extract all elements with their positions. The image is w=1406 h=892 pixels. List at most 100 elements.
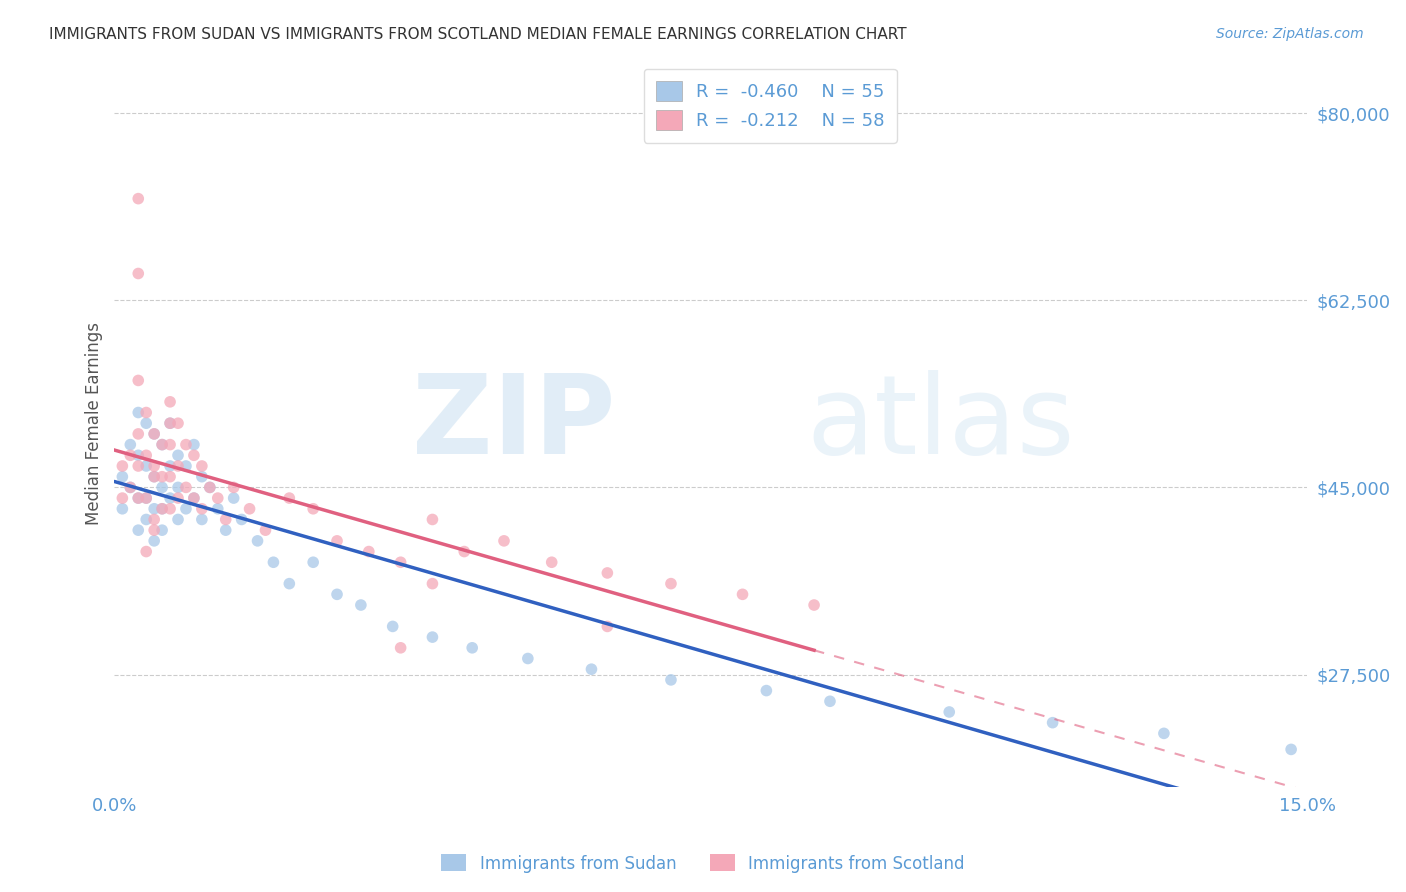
Point — [516, 651, 538, 665]
Point — [174, 437, 197, 451]
Point — [159, 458, 181, 473]
Point — [596, 619, 619, 633]
Point — [191, 512, 214, 526]
Point — [120, 448, 142, 462]
Point — [381, 619, 404, 633]
Point — [143, 523, 166, 537]
Text: ZIP: ZIP — [412, 369, 616, 476]
Point — [453, 544, 475, 558]
Point — [246, 533, 269, 548]
Point — [198, 480, 221, 494]
Point — [422, 576, 444, 591]
Point — [231, 512, 253, 526]
Point — [143, 533, 166, 548]
Point — [215, 523, 238, 537]
Point — [659, 576, 682, 591]
Point — [222, 480, 245, 494]
Point — [143, 469, 166, 483]
Point — [215, 512, 238, 526]
Point — [150, 523, 173, 537]
Point — [150, 437, 173, 451]
Point — [207, 491, 229, 505]
Point — [461, 640, 484, 655]
Point — [1279, 742, 1302, 756]
Point — [159, 491, 181, 505]
Point — [159, 437, 181, 451]
Point — [127, 374, 149, 388]
Point — [389, 640, 412, 655]
Point — [127, 523, 149, 537]
Point — [239, 501, 262, 516]
Point — [596, 566, 619, 580]
Point — [111, 469, 134, 483]
Point — [191, 469, 214, 483]
Point — [254, 523, 277, 537]
Point — [127, 448, 149, 462]
Point — [350, 598, 373, 612]
Point — [1042, 715, 1064, 730]
Point — [207, 501, 229, 516]
Point — [222, 491, 245, 505]
Point — [326, 587, 349, 601]
Point — [422, 630, 444, 644]
Point — [183, 491, 205, 505]
Point — [422, 512, 444, 526]
Point — [150, 501, 173, 516]
Point — [127, 491, 149, 505]
Point — [150, 469, 173, 483]
Point — [135, 448, 157, 462]
Point — [135, 416, 157, 430]
Point — [159, 469, 181, 483]
Point — [135, 458, 157, 473]
Point — [492, 533, 515, 548]
Point — [143, 469, 166, 483]
Point — [127, 491, 149, 505]
Point — [198, 480, 221, 494]
Point — [581, 662, 603, 676]
Point — [143, 426, 166, 441]
Point — [191, 458, 214, 473]
Point — [167, 448, 190, 462]
Point — [159, 394, 181, 409]
Point — [326, 533, 349, 548]
Point — [143, 426, 166, 441]
Point — [357, 544, 380, 558]
Point — [278, 576, 301, 591]
Point — [803, 598, 825, 612]
Point — [302, 501, 325, 516]
Point — [150, 437, 173, 451]
Point — [183, 437, 205, 451]
Point — [818, 694, 841, 708]
Point — [120, 480, 142, 494]
Point — [127, 426, 149, 441]
Point — [278, 491, 301, 505]
Point — [183, 448, 205, 462]
Point — [143, 458, 166, 473]
Point — [540, 555, 562, 569]
Point — [143, 512, 166, 526]
Point — [167, 416, 190, 430]
Point — [135, 405, 157, 419]
Point — [150, 501, 173, 516]
Point — [127, 405, 149, 419]
Point — [135, 491, 157, 505]
Point — [174, 480, 197, 494]
Point — [755, 683, 778, 698]
Point — [174, 458, 197, 473]
Point — [183, 491, 205, 505]
Legend: R =  -0.460    N = 55, R =  -0.212    N = 58: R = -0.460 N = 55, R = -0.212 N = 58 — [644, 69, 897, 143]
Point — [159, 416, 181, 430]
Point — [111, 501, 134, 516]
Point — [659, 673, 682, 687]
Point — [167, 458, 190, 473]
Point — [135, 544, 157, 558]
Point — [167, 512, 190, 526]
Point — [120, 437, 142, 451]
Point — [150, 480, 173, 494]
Point — [143, 501, 166, 516]
Point — [135, 512, 157, 526]
Point — [302, 555, 325, 569]
Point — [159, 501, 181, 516]
Point — [111, 491, 134, 505]
Point — [167, 480, 190, 494]
